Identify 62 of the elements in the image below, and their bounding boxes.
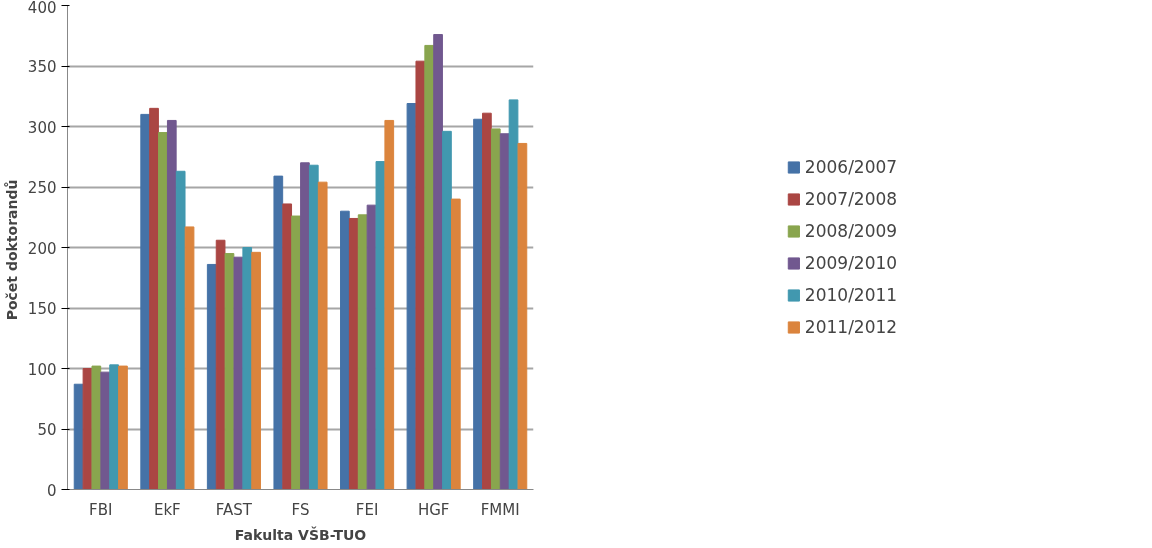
- legend-label: 2006/2007: [804, 157, 898, 177]
- y-tick-label: 100: [27, 360, 57, 379]
- bar: [406, 103, 417, 490]
- bar: [450, 198, 461, 490]
- legend-label: 2008/2009: [804, 221, 898, 241]
- x-tick-label: EkF: [153, 500, 181, 519]
- bar: [482, 112, 492, 490]
- legend-label: 2007/2008: [804, 189, 898, 209]
- bar: [224, 253, 235, 490]
- x-tick-label: FMMI: [480, 500, 520, 519]
- x-tick-label: HGF: [417, 500, 450, 519]
- bar: [300, 162, 310, 490]
- bar: [317, 181, 328, 490]
- y-tick-label: 150: [27, 300, 57, 318]
- legend-label: 2009/2010: [804, 253, 898, 273]
- bar: [415, 60, 426, 490]
- x-tick-label: FBI: [89, 500, 113, 519]
- bar: [118, 365, 128, 490]
- bar: [340, 210, 350, 490]
- y-axis-title: Počet doktorandů: [3, 179, 20, 321]
- bar: [499, 133, 510, 490]
- x-axis-title: Fakulta VŠB-TUO: [234, 525, 367, 543]
- bar: [158, 132, 168, 490]
- y-tick-label: 50: [37, 421, 57, 439]
- y-tick-label: 0: [46, 481, 57, 500]
- bar: [357, 214, 368, 490]
- bar: [166, 119, 177, 490]
- bar: [424, 44, 435, 490]
- y-tick-label: 250: [27, 179, 57, 197]
- bar: [140, 113, 151, 490]
- bar: [375, 161, 386, 490]
- bar: [233, 256, 244, 490]
- bar: [348, 217, 359, 490]
- bar: [308, 164, 319, 490]
- bar: [149, 107, 159, 490]
- legend-label: 2010/2011: [804, 285, 898, 305]
- y-tick-label: 200: [27, 239, 57, 258]
- legend-label: 2011/2012: [804, 317, 898, 337]
- bar: [251, 251, 261, 490]
- bar: [242, 247, 253, 490]
- bar: [384, 119, 395, 490]
- bar: [100, 371, 111, 490]
- y-tick-label: 350: [27, 58, 57, 76]
- bar: [273, 175, 284, 490]
- y-tick-label: 300: [27, 118, 57, 137]
- bar: [473, 118, 483, 490]
- x-tick-label: FS: [291, 500, 310, 519]
- bar: [184, 226, 195, 490]
- bar: [291, 215, 301, 490]
- bar: [175, 170, 186, 490]
- bar: [91, 365, 102, 490]
- x-tick-label: FEI: [355, 500, 379, 519]
- bar: [109, 364, 119, 490]
- bar: [442, 130, 452, 490]
- bar: [282, 203, 293, 490]
- bar: [82, 368, 93, 490]
- bar: [206, 263, 217, 490]
- bar: [490, 128, 501, 490]
- y-tick-label: 400: [27, 0, 57, 17]
- bar: [433, 34, 443, 490]
- x-tick-label: FAST: [215, 500, 253, 519]
- bar: [517, 142, 528, 490]
